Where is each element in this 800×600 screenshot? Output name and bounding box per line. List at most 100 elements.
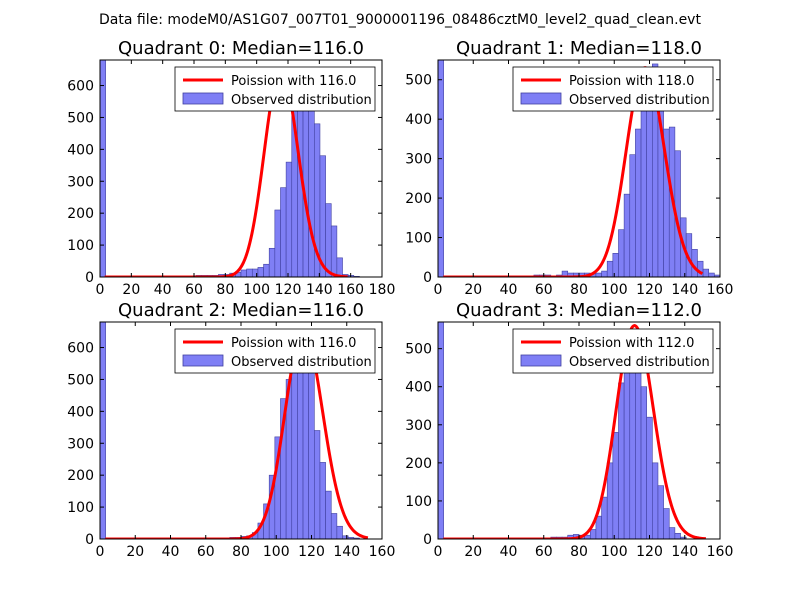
y-tick-label: 0 xyxy=(423,270,432,286)
histogram-bar xyxy=(330,225,338,277)
histogram-bar xyxy=(438,322,444,539)
x-tick-label: 20 xyxy=(464,282,482,298)
histogram-bar xyxy=(240,269,247,277)
histogram-bar xyxy=(100,322,106,539)
histogram-bar xyxy=(319,462,326,539)
x-tick-label: 60 xyxy=(197,544,215,560)
histogram-bar xyxy=(325,203,332,277)
y-tick-label: 200 xyxy=(405,191,432,207)
y-tick-label: 500 xyxy=(405,342,432,358)
legend-bar-label: Observed distribution xyxy=(569,355,710,370)
histogram-bar xyxy=(697,260,704,277)
histogram-bar xyxy=(302,353,309,539)
histogram-bar xyxy=(246,268,253,277)
x-tick-label: 0 xyxy=(96,544,105,560)
x-tick-label: 100 xyxy=(263,544,290,560)
histogram-bar xyxy=(595,272,602,277)
y-axis: 0 100 200 300 400 500 xyxy=(405,73,720,286)
histogram-bar xyxy=(606,260,614,277)
y-tick-label: 100 xyxy=(405,231,432,247)
x-tick-label: 20 xyxy=(122,282,140,298)
x-tick-label: 160 xyxy=(707,544,734,560)
x-tick-label: 60 xyxy=(185,282,203,298)
x-axis: 0 20 40 60 80 100 120 140 160 xyxy=(434,60,734,298)
axes-title: Quadrant 2: Median=116.0 xyxy=(118,300,364,321)
y-tick-label: 400 xyxy=(405,380,432,396)
histogram-bar xyxy=(280,187,287,277)
subplot-quadrant-0: Quadrant 0: Median=116.00 20 40 60 80 100 120 1… xyxy=(67,38,395,298)
x-tick-label: 80 xyxy=(570,544,588,560)
x-axis: 0 20 40 60 80 100 120 140 160 xyxy=(96,322,396,560)
legend: Poission with 116.0 Observed distribution xyxy=(174,328,376,374)
histogram-bar xyxy=(629,154,636,277)
histogram-bar xyxy=(268,247,276,277)
histogram-bar xyxy=(668,527,676,539)
y-tick-label: 600 xyxy=(67,341,94,357)
legend-bar-swatch xyxy=(520,92,562,105)
y-tick-label: 500 xyxy=(405,73,432,89)
histogram-bar xyxy=(663,508,670,539)
histogram-bar xyxy=(314,430,321,539)
histogram-bar xyxy=(308,85,315,277)
legend-line-label: Poission with 118.0 xyxy=(569,74,694,89)
poisson-curve xyxy=(104,67,348,277)
histogram-bar xyxy=(646,416,653,539)
y-tick-label: 200 xyxy=(67,468,94,484)
histogram-bar xyxy=(330,513,338,539)
histogram-bar xyxy=(635,363,642,539)
y-tick-label: 500 xyxy=(67,110,94,126)
histogram-bar xyxy=(623,193,631,277)
x-tick-label: 140 xyxy=(333,544,360,560)
legend-line-label: Poission with 116.0 xyxy=(231,74,356,89)
histogram-bar xyxy=(618,229,625,277)
histogram-bar xyxy=(657,485,664,539)
y-tick-label: 300 xyxy=(67,174,94,190)
y-tick-label: 100 xyxy=(67,238,94,254)
x-tick-label: 80 xyxy=(570,282,588,298)
x-tick-label: 0 xyxy=(96,282,105,298)
y-axis: 0 100 200 300 400 500 xyxy=(405,342,720,548)
subplot-grid: Quadrant 0: Median=116.00 20 40 60 80 100 120 1… xyxy=(67,38,733,560)
x-tick-label: 100 xyxy=(243,282,270,298)
x-tick-label: 140 xyxy=(306,282,333,298)
y-tick-label: 100 xyxy=(67,500,94,516)
axes-title: Quadrant 0: Median=116.0 xyxy=(118,38,364,59)
x-tick-label: 20 xyxy=(464,544,482,560)
x-axis: 0 20 40 60 80 100 120 140 160 xyxy=(434,322,734,560)
x-tick-label: 60 xyxy=(535,282,553,298)
y-tick-label: 300 xyxy=(405,418,432,434)
histogram-bar xyxy=(336,525,343,539)
histogram-bar xyxy=(635,128,642,277)
histogram-bar xyxy=(618,382,625,539)
histogram-bar xyxy=(257,267,264,277)
legend-bar-swatch xyxy=(520,354,562,367)
histogram-bar xyxy=(274,209,281,277)
y-tick-label: 600 xyxy=(67,79,94,95)
histogram-bar xyxy=(263,263,270,277)
y-tick-label: 0 xyxy=(85,532,94,548)
y-tick-label: 400 xyxy=(67,404,94,420)
subplot-quadrant-1: Quadrant 1: Median=118.0 0 20 40 60 80 100 120 1… xyxy=(405,38,733,298)
y-axis: 0 100 200 300 400 500 600 xyxy=(67,341,382,548)
y-tick-label: 100 xyxy=(405,494,432,510)
figure-suptitle: Data file: modeM0/AS1G07_007T01_90000011… xyxy=(99,12,701,28)
x-tick-label: 40 xyxy=(500,544,518,560)
x-tick-label: 160 xyxy=(707,282,734,298)
histogram-bar xyxy=(601,496,608,539)
legend-bar-swatch xyxy=(182,92,224,105)
x-tick-label: 160 xyxy=(369,544,396,560)
axes-title: Quadrant 3: Median=112.0 xyxy=(456,300,702,321)
x-tick-label: 40 xyxy=(500,282,518,298)
x-tick-label: 0 xyxy=(434,544,443,560)
axes-frame xyxy=(99,59,383,278)
histogram-bar xyxy=(702,268,710,277)
legend: Poission with 116.0 Observed distribution xyxy=(174,66,376,112)
y-tick-label: 300 xyxy=(67,436,94,452)
histogram-bar xyxy=(623,344,631,539)
histogram-bar xyxy=(308,372,315,539)
histogram-bar xyxy=(640,107,647,277)
x-tick-label: 180 xyxy=(369,282,396,298)
subplot-quadrant-3: Quadrant 3: Median=112.0 0 20 40 60 80 100 120 1… xyxy=(405,300,733,560)
histogram-bar xyxy=(325,490,332,539)
